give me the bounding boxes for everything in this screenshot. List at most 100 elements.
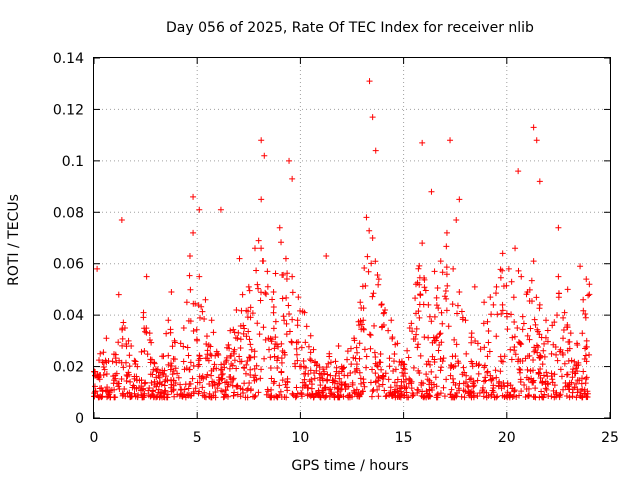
y-tick-label: 0: [75, 411, 84, 427]
data-point: [389, 390, 396, 397]
x-axis-ticks: 0 5 10 15 20 25: [90, 58, 619, 446]
data-point: [360, 305, 367, 312]
data-point: [187, 359, 194, 366]
data-point: [304, 384, 311, 391]
data-point: [443, 264, 450, 271]
data-point: [375, 276, 382, 283]
data-point: [168, 384, 175, 391]
data-point: [183, 299, 190, 306]
data-point: [449, 375, 456, 382]
data-point: [295, 338, 302, 345]
data-point: [412, 336, 419, 343]
data-point: [523, 386, 530, 393]
data-point: [226, 374, 233, 381]
data-point: [248, 346, 255, 353]
data-point: [552, 343, 559, 350]
data-point: [533, 294, 540, 301]
data-point: [342, 380, 349, 387]
data-point: [205, 357, 212, 364]
data-point: [521, 382, 528, 389]
data-point: [421, 276, 428, 283]
data-point: [240, 330, 247, 337]
data-point: [526, 336, 533, 343]
data-point: [144, 351, 151, 358]
data-point: [417, 352, 424, 359]
data-point: [143, 325, 150, 332]
data-point: [426, 361, 433, 368]
data-point: [201, 316, 208, 323]
data-point: [119, 392, 126, 399]
data-point: [363, 214, 370, 221]
data-point: [408, 385, 415, 392]
data-point: [336, 370, 343, 377]
data-point: [479, 384, 486, 391]
data-point: [468, 334, 475, 341]
data-point: [199, 384, 206, 391]
data-point: [424, 390, 431, 397]
data-point: [520, 320, 527, 327]
data-point: [165, 352, 172, 359]
data-point: [264, 386, 271, 393]
data-point: [167, 366, 174, 373]
data-point: [271, 353, 278, 360]
data-point: [416, 370, 423, 377]
data-point: [261, 152, 268, 159]
data-point: [255, 285, 262, 292]
data-point: [586, 281, 593, 288]
data-point: [497, 274, 504, 281]
data-point: [530, 124, 537, 131]
data-point: [560, 351, 566, 358]
data-point: [375, 373, 382, 380]
data-point: [465, 384, 472, 391]
data-point: [212, 394, 219, 401]
data-point: [224, 393, 231, 400]
data-point: [573, 394, 580, 401]
data-point: [302, 364, 309, 371]
data-point: [468, 339, 475, 346]
data-point: [368, 260, 375, 267]
data-point: [358, 390, 365, 397]
data-point: [251, 245, 258, 252]
data-point: [435, 305, 442, 312]
data-point: [251, 365, 258, 372]
data-point: [450, 379, 457, 386]
data-point: [251, 353, 258, 360]
data-point: [519, 326, 526, 333]
data-point: [580, 296, 587, 303]
data-point: [583, 337, 590, 344]
data-point: [561, 309, 568, 316]
data-point: [260, 324, 267, 331]
data-point: [369, 235, 376, 241]
data-point: [118, 217, 125, 223]
data-point: [426, 313, 433, 320]
data-point: [404, 347, 411, 354]
data-point: [156, 374, 163, 381]
data-point: [354, 349, 361, 356]
data-point: [453, 217, 460, 223]
data-point: [326, 353, 333, 360]
data-point: [512, 245, 519, 252]
data-point: [441, 393, 448, 400]
data-point: [213, 365, 220, 372]
data-point: [254, 320, 261, 327]
data-point: [142, 328, 149, 335]
data-point: [335, 394, 342, 401]
data-point: [534, 349, 541, 356]
plot-frame: [93, 57, 611, 419]
data-point: [184, 344, 191, 351]
data-point: [227, 353, 234, 360]
data-point: [181, 386, 188, 393]
data-point: [378, 366, 385, 373]
y-tick-label: 0.14: [53, 51, 84, 67]
data-point: [226, 365, 233, 372]
data-point: [394, 376, 401, 383]
data-point: [158, 381, 165, 388]
data-point: [195, 363, 202, 370]
data-point: [514, 358, 521, 365]
y-tick-label: 0.06: [53, 257, 84, 273]
data-point: [305, 343, 312, 350]
data-point: [140, 314, 147, 321]
data-point: [108, 386, 115, 393]
data-point: [279, 377, 286, 384]
data-point: [374, 386, 381, 393]
